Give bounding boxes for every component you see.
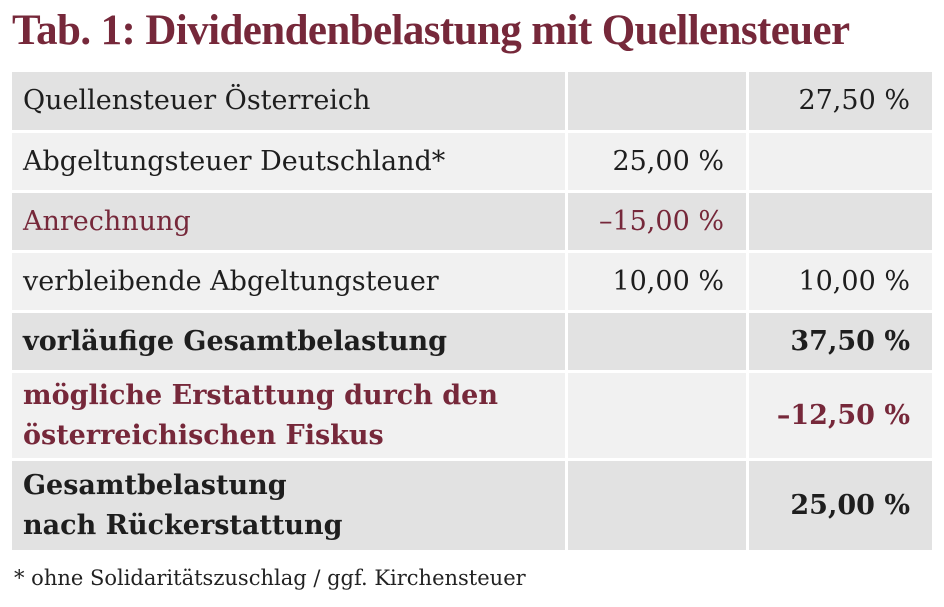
table-title: Tab. 1: Dividendenbelastung mit Quellens…: [12, 7, 850, 54]
value-cell: [568, 72, 746, 130]
value-cell: –15,00 %: [568, 193, 746, 250]
value-cell: [749, 193, 932, 250]
row-label: Abgeltungsteuer Deutschland*: [12, 133, 565, 190]
value-cell: –12,50 %: [749, 373, 932, 458]
row-label: Quellensteuer Österreich: [12, 72, 565, 130]
footnote: * ohne Solidaritätszuschlag / ggf. Kirch…: [14, 566, 526, 590]
table: Quellensteuer Österreich 27,50 % Abgeltung…: [12, 72, 932, 550]
value-cell: [568, 373, 746, 458]
row-label: vorläufige Gesamtbelastung: [12, 313, 565, 370]
value-cell: 37,50 %: [749, 313, 932, 370]
value-cell: 25,00 %: [749, 461, 932, 550]
value-cell: 10,00 %: [749, 253, 932, 310]
row-label: mögliche Erstattung durch den österreich…: [12, 373, 565, 458]
value-cell: [568, 461, 746, 550]
row-label: Anrechnung: [12, 193, 565, 250]
value-cell: 27,50 %: [749, 72, 932, 130]
row-label: verbleibende Abgeltungsteuer: [12, 253, 565, 310]
row-label: Gesamtbelastung nach Rückerstattung: [12, 461, 565, 550]
value-cell: 10,00 %: [568, 253, 746, 310]
value-cell: 25,00 %: [568, 133, 746, 190]
value-cell: [568, 313, 746, 370]
value-cell: [749, 133, 932, 190]
